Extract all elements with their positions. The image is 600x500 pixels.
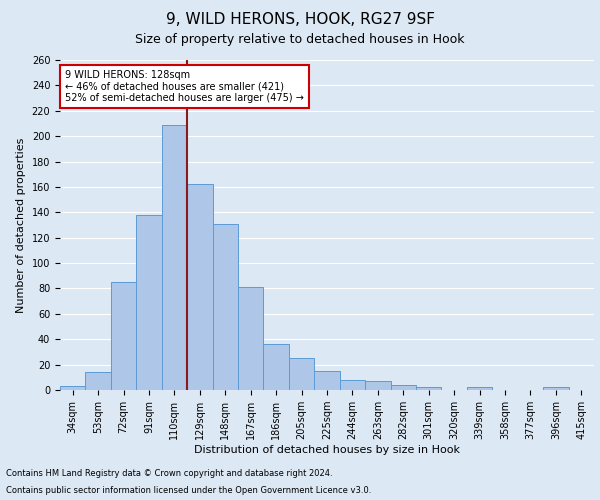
Bar — [212, 224, 238, 390]
Bar — [85, 372, 111, 390]
Bar — [187, 184, 212, 390]
Bar — [263, 344, 289, 390]
Text: Size of property relative to detached houses in Hook: Size of property relative to detached ho… — [135, 32, 465, 46]
Bar — [340, 380, 365, 390]
Bar — [467, 388, 492, 390]
X-axis label: Distribution of detached houses by size in Hook: Distribution of detached houses by size … — [194, 445, 460, 455]
Y-axis label: Number of detached properties: Number of detached properties — [16, 138, 26, 312]
Bar — [289, 358, 314, 390]
Bar — [238, 287, 263, 390]
Text: Contains public sector information licensed under the Open Government Licence v3: Contains public sector information licen… — [6, 486, 371, 495]
Bar — [416, 388, 442, 390]
Bar — [162, 124, 187, 390]
Text: Contains HM Land Registry data © Crown copyright and database right 2024.: Contains HM Land Registry data © Crown c… — [6, 468, 332, 477]
Bar — [314, 371, 340, 390]
Bar — [365, 381, 391, 390]
Text: 9, WILD HERONS, HOOK, RG27 9SF: 9, WILD HERONS, HOOK, RG27 9SF — [166, 12, 434, 28]
Bar — [543, 388, 569, 390]
Text: 9 WILD HERONS: 128sqm
← 46% of detached houses are smaller (421)
52% of semi-det: 9 WILD HERONS: 128sqm ← 46% of detached … — [65, 70, 304, 103]
Bar — [391, 385, 416, 390]
Bar — [60, 386, 85, 390]
Bar — [111, 282, 136, 390]
Bar — [136, 215, 162, 390]
